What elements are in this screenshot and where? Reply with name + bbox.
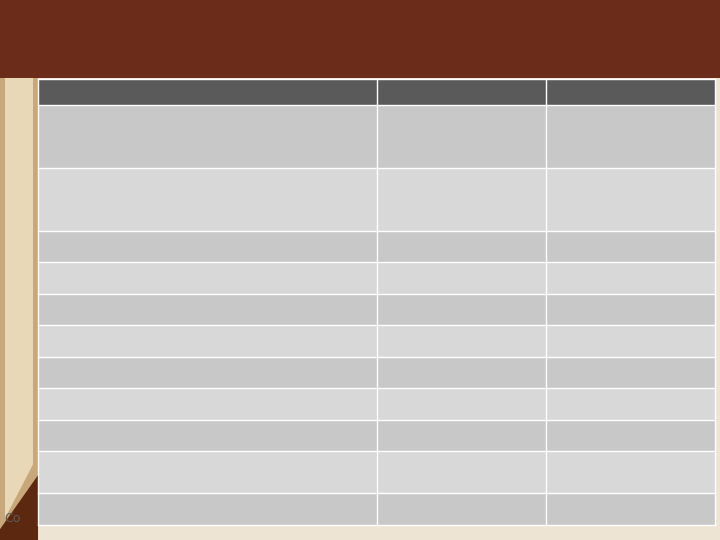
Text: 15 Tahun: 15 Tahun	[431, 85, 492, 98]
Text: -: -	[459, 504, 463, 514]
Text: Sama: Sama	[616, 194, 645, 204]
Bar	[38, 79, 715, 105]
Text: Co: Co	[4, 511, 20, 524]
Text: 1.   Syarat melayakkan
-    Pegawai Layak
-    Pegawai Tidak Layak: 1. Syarat melayakkan - Pegawai Layak - P…	[46, 118, 171, 154]
Bar	[38, 420, 715, 451]
Text: Sama: Sama	[446, 194, 476, 204]
Polygon shape	[5, 16, 33, 518]
Text: Tiada: Tiada	[447, 368, 475, 377]
Bar	[38, 357, 715, 388]
Text: Sama: Sama	[446, 430, 476, 441]
Text: Sama: Sama	[446, 399, 476, 409]
Text: LNPT (80%): LNPT (80%)	[600, 273, 660, 283]
Bar	[38, 388, 715, 420]
Text: 5.  Penetapan Tarikh: 5. Penetapan Tarikh	[46, 305, 152, 314]
Text: 2. Tempoh Perkhidmatan
-  Tempoh di ambil kira
-  Tempoh Tidak di ambil kira: 2. Tempoh Perkhidmatan - Tempoh di ambil…	[46, 181, 197, 217]
Bar	[38, 494, 715, 525]
Bar	[38, 167, 715, 231]
Bar	[0, 0, 720, 78]
Bar	[38, 451, 715, 494]
Bar	[38, 262, 715, 294]
Text: 13: 13	[545, 33, 570, 49]
Text: Tidak diimplikasi dgn
jelas: Tidak diimplikasi dgn jelas	[406, 462, 516, 483]
Text: 15 Vs: 15 Vs	[402, 33, 455, 49]
Text: Tiada: Tiada	[447, 336, 475, 346]
Text: 9.   Penyeliaan dan Pangkat: 9. Penyeliaan dan Pangkat	[46, 430, 191, 441]
Text: Sama: Sama	[616, 305, 645, 314]
Text: Sama: Sama	[446, 131, 476, 141]
Text: Sama: Sama	[616, 430, 645, 441]
Bar	[38, 231, 715, 262]
Text: 3.  Syarat Umum: 3. Syarat Umum	[46, 241, 134, 252]
Text: Sama: Sama	[616, 241, 645, 252]
Text: LNPT ( 75% & 78%): LNPT ( 75% & 78%)	[410, 273, 512, 283]
Text: Time-Based: Time-Based	[455, 33, 545, 49]
Text: Perkara: Perkara	[182, 85, 233, 98]
Text: Sama: Sama	[616, 399, 645, 409]
Text: Time-Based: Time-Based	[312, 33, 402, 49]
Text: Sama: Sama	[446, 241, 476, 252]
Text: Ada: Ada	[621, 368, 640, 377]
Text: Ada: Ada	[621, 468, 640, 477]
Text: Sama: Sama	[616, 131, 645, 141]
Bar	[38, 325, 715, 357]
Text: Sama: Sama	[446, 305, 476, 314]
Text: 4.  Syarat Khusus: 4. Syarat Khusus	[46, 273, 138, 283]
Text: 8.  Penempatan dan Pertukaran: 8. Penempatan dan Pertukaran	[46, 399, 211, 409]
Bar	[38, 105, 715, 167]
Text: Ada: Ada	[621, 336, 640, 346]
Polygon shape	[620, 0, 720, 76]
Text: Ringkasan Perbezaan Pelaksanaan: Ringkasan Perbezaan Pelaksanaan	[42, 33, 312, 49]
Text: 11. Tempoh Peralihan: 11. Tempoh Peralihan	[46, 504, 158, 514]
Text: Ada: Ada	[621, 504, 640, 514]
Polygon shape	[0, 0, 38, 529]
Text: 10. Skop tugas: 10. Skop tugas	[46, 468, 124, 477]
Text: 7.  Rayuan dan Panel: 7. Rayuan dan Panel	[46, 368, 156, 377]
Text: 13 Tahun: 13 Tahun	[600, 85, 661, 98]
Bar	[38, 294, 715, 325]
Bar	[0, 0, 38, 540]
Text: 6.  Penilaian Kecemerlangan: 6. Penilaian Kecemerlangan	[46, 336, 194, 346]
